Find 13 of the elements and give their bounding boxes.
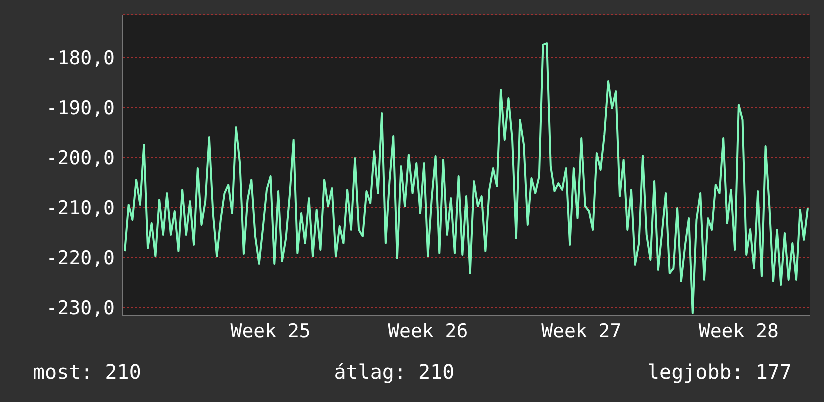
text: átlag: 210 — [334, 360, 455, 384]
y-tick-label: -200,0 — [46, 148, 115, 170]
x-tick-label: Week 26 — [388, 320, 468, 342]
x-tick-label: Week 28 — [698, 320, 779, 342]
text: legjobb: 177 — [647, 360, 792, 384]
x-tick-label: Week 25 — [230, 320, 311, 342]
y-tick-label: -230,0 — [46, 298, 115, 320]
x-tick-label: Week 27 — [542, 320, 622, 342]
text: most: 210 — [33, 360, 142, 384]
y-tick-label: -180,0 — [46, 48, 115, 70]
y-tick-label: -190,0 — [46, 98, 115, 120]
y-tick-label: -210,0 — [46, 198, 115, 220]
y-tick-label: -220,0 — [46, 248, 115, 270]
